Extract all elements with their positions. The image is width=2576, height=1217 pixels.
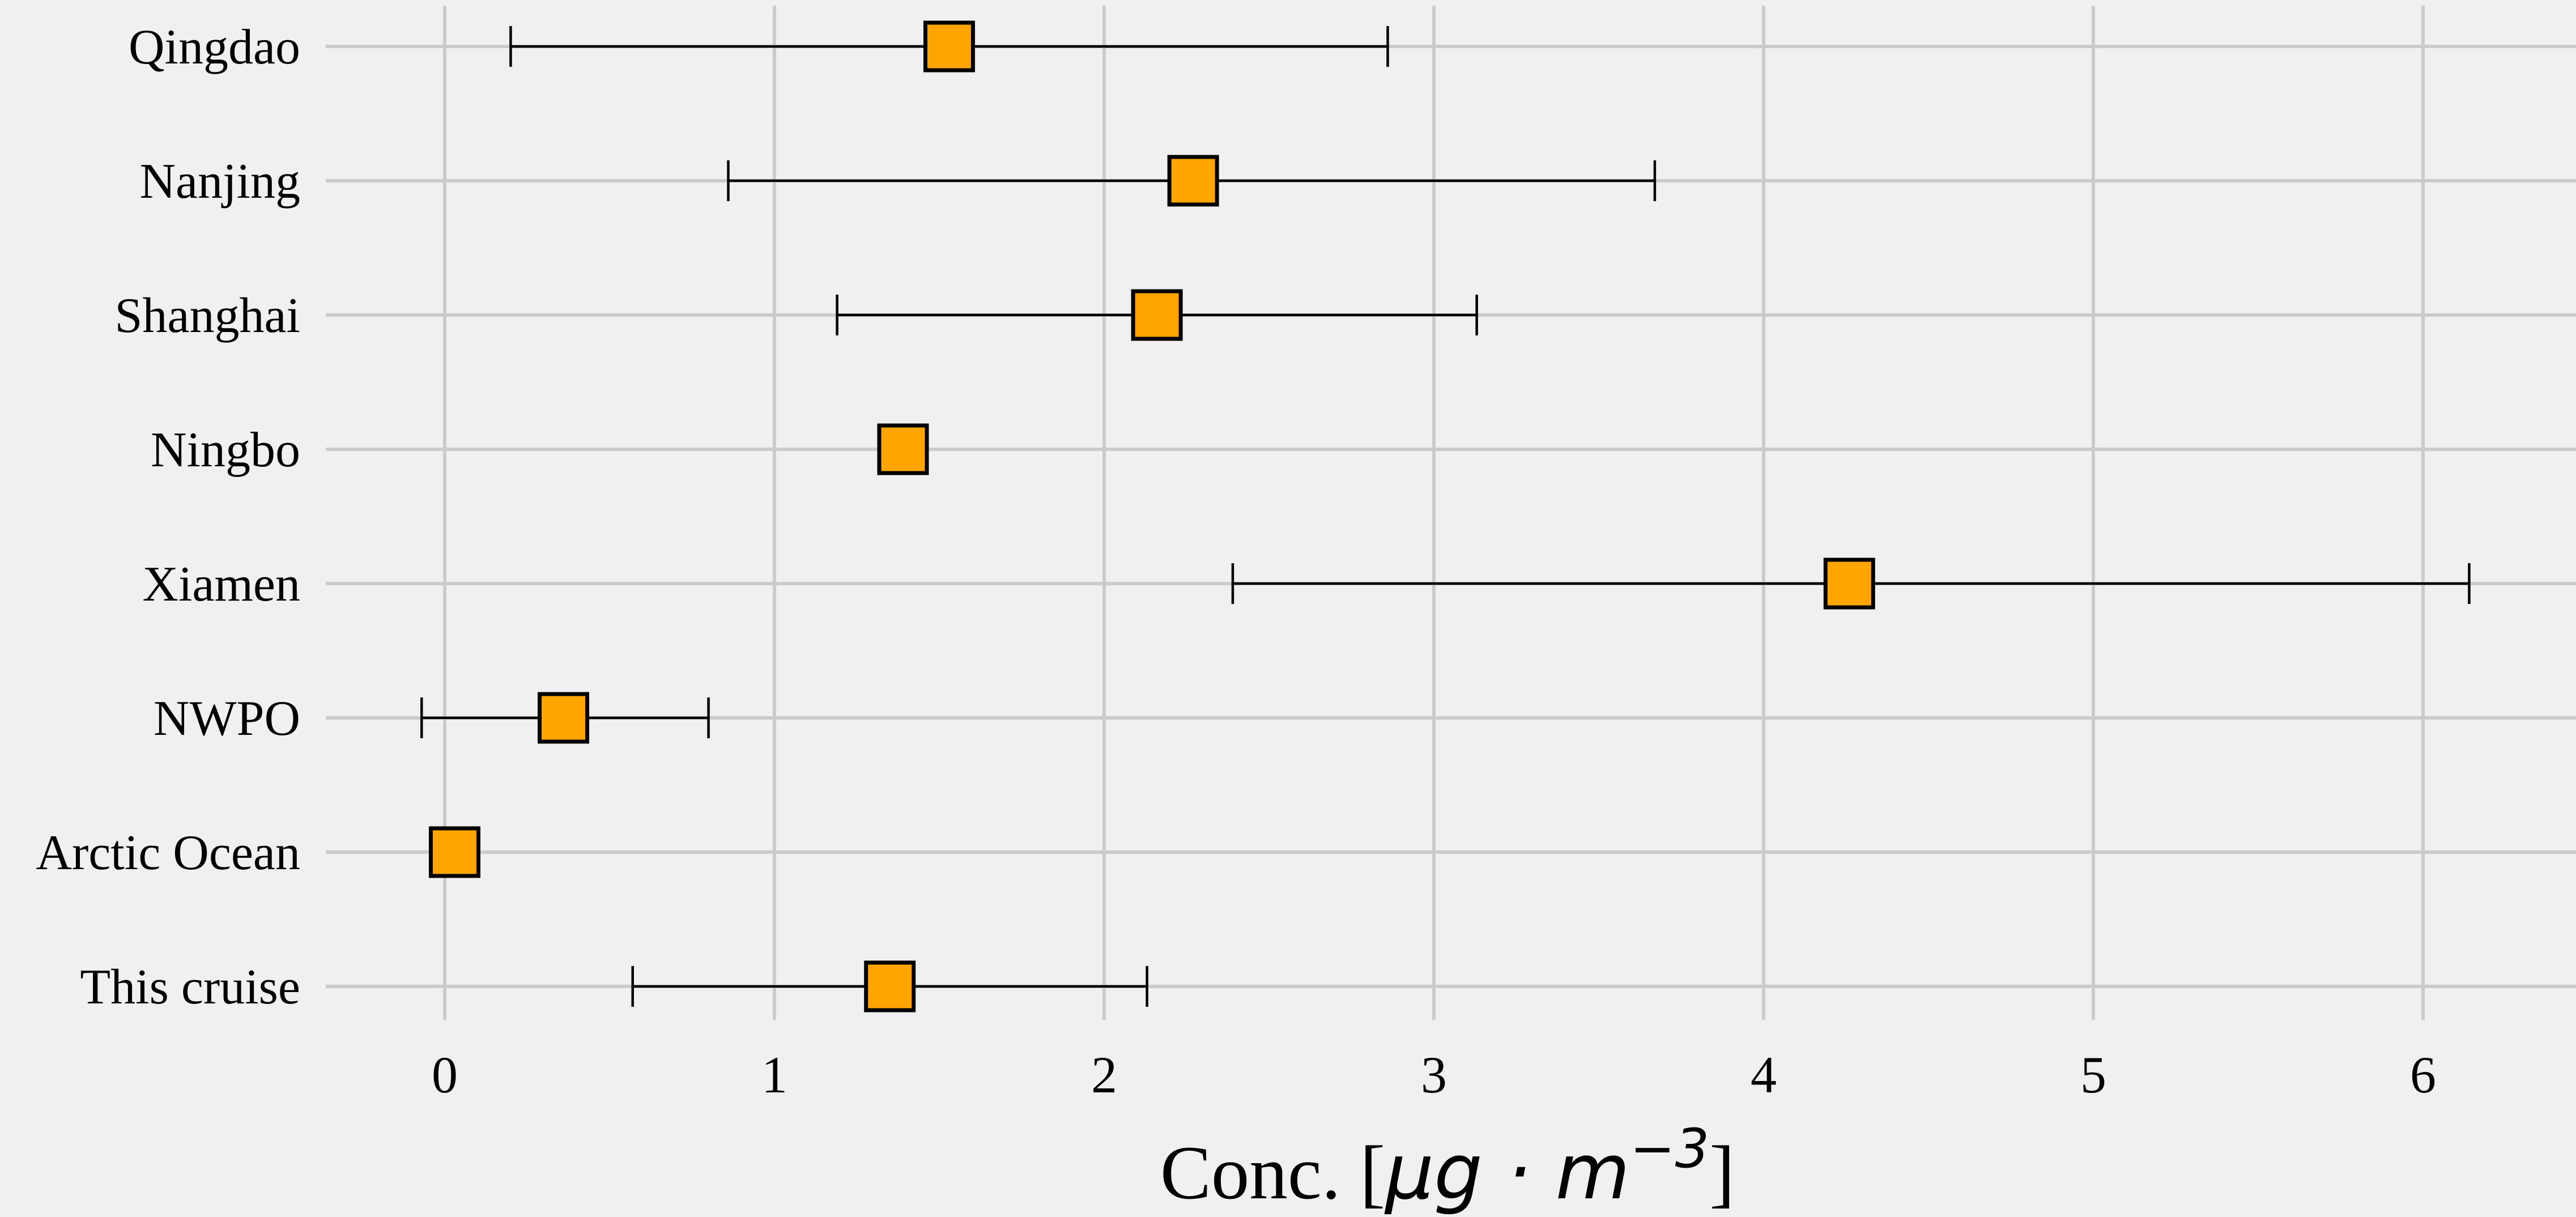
data-point-marker <box>1131 289 1183 341</box>
category-label: Qingdao <box>129 20 300 75</box>
x-tick-labels: 0 1 2 3 4 5 6 <box>432 1046 2436 1104</box>
grid-layer <box>326 6 2576 1020</box>
x-axis-title: Conc. [μg · m−3] <box>1160 1118 1735 1216</box>
data-point-marker <box>864 960 916 1012</box>
data-point-marker <box>1167 155 1219 207</box>
x-axis-title-suffix: ] <box>1709 1131 1735 1215</box>
x-axis-title-exponent: −3 <box>1630 1118 1709 1180</box>
data-point-marker <box>538 692 590 744</box>
x-tick-label: 5 <box>2080 1046 2106 1104</box>
x-tick-label: 1 <box>761 1046 787 1104</box>
x-tick-label: 3 <box>1421 1046 1447 1104</box>
category-label: Nanjing <box>139 154 300 209</box>
category-label: Shanghai <box>114 288 300 343</box>
x-axis-title-prefix: Conc. [ <box>1160 1131 1385 1215</box>
x-tick-label: 2 <box>1091 1046 1117 1104</box>
category-labels: Qingdao Nanjing Shanghai Ningbo Xiamen NWPO Ar… <box>36 20 300 1015</box>
category-label: NWPO <box>154 691 300 746</box>
x-tick-label: 0 <box>432 1046 458 1104</box>
x-axis-title-unit: μg · m <box>1384 1127 1630 1216</box>
category-label: Xiamen <box>142 557 300 612</box>
category-label: Arctic Ocean <box>36 825 300 880</box>
errorbar-layer <box>420 26 2471 1007</box>
category-label: Ningbo <box>151 423 300 478</box>
marker-layer <box>428 20 1875 1012</box>
category-label: This cruise <box>80 960 300 1015</box>
x-tick-label: 6 <box>2410 1046 2436 1104</box>
data-point-marker <box>877 423 929 475</box>
data-point-marker <box>428 826 480 878</box>
x-tick-label: 4 <box>1751 1046 1777 1104</box>
data-point-marker <box>923 20 975 73</box>
data-point-marker <box>1823 558 1875 610</box>
